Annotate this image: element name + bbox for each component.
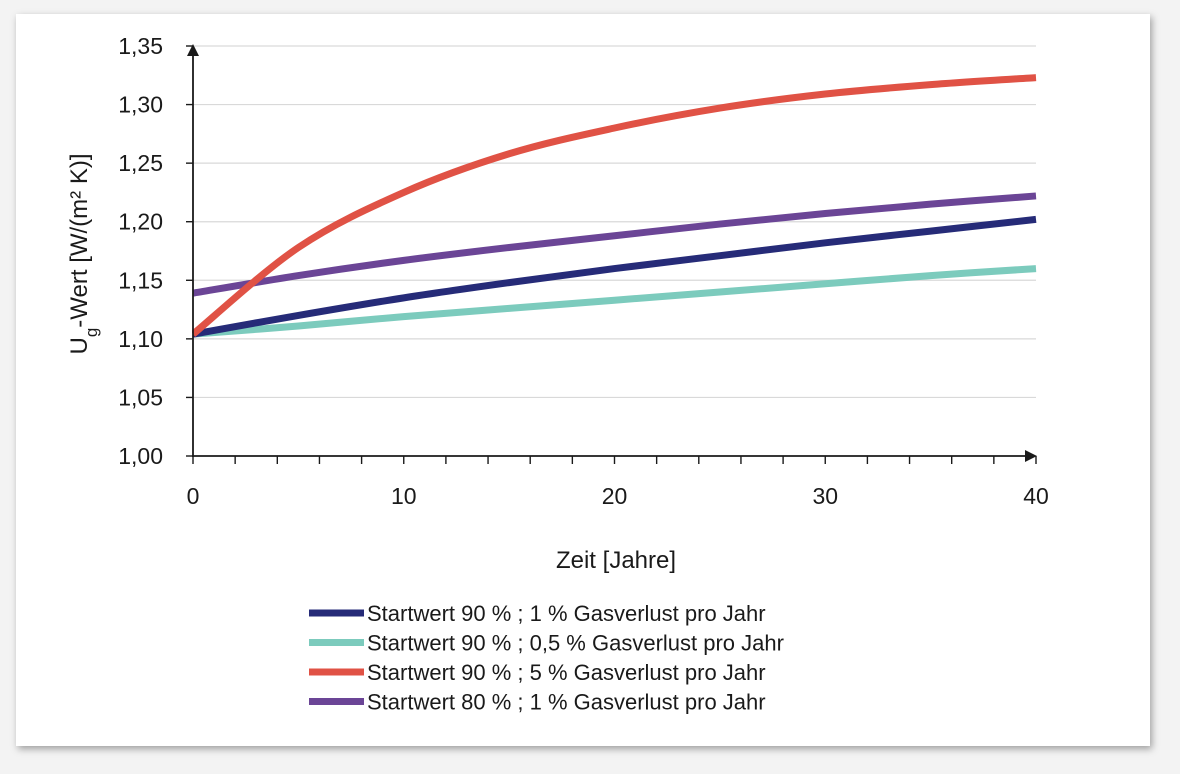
- series-line: [192, 265, 1037, 338]
- gridlines: [193, 45, 1036, 399]
- legend-label: Startwert 80 % ; 1 % Gasverlust pro Jahr: [367, 690, 766, 715]
- x-tick-label: 0: [187, 483, 200, 509]
- y-tick-label: 1,10: [118, 326, 163, 352]
- chart-card: 1,00 1,05 1,10 1,15 1,20 1,25 1,30 1,35 0 10 20 30 4…: [16, 14, 1150, 746]
- y-axis-title-subscript: g: [82, 328, 101, 337]
- x-axis-title: Zeit [Jahre]: [556, 547, 676, 574]
- x-tick-label: 40: [1023, 483, 1049, 509]
- y-axis-arrow: [187, 44, 199, 56]
- line-chart: 1,00 1,05 1,10 1,15 1,20 1,25 1,30 1,35 0 10 20 30 4…: [66, 33, 1049, 715]
- y-tick-label: 1,25: [118, 150, 163, 176]
- series-lines: [192, 74, 1037, 338]
- y-tick-label: 1,05: [118, 384, 163, 410]
- y-tick-label: 1,30: [118, 92, 163, 118]
- y-tick-label: 1,35: [118, 33, 163, 59]
- y-tick-label: 1,00: [118, 443, 163, 469]
- legend: Startwert 90 % ; 1 % Gasverlust pro Jahr…: [309, 601, 784, 715]
- x-tick-label: 20: [602, 483, 628, 509]
- y-axis-title-main: U: [66, 337, 93, 354]
- x-axis-arrow: [1025, 450, 1037, 462]
- series-line: [192, 74, 1037, 337]
- y-axis-title: Ug-Wert [W/(m² K)]: [66, 154, 101, 355]
- x-tick-label: 30: [812, 483, 838, 509]
- x-tick-label: 10: [391, 483, 417, 509]
- legend-label: Startwert 90 % ; 1 % Gasverlust pro Jahr: [367, 601, 766, 626]
- series-line: [192, 215, 1037, 338]
- axes: [186, 44, 1037, 464]
- axis-labels: 1,00 1,05 1,10 1,15 1,20 1,25 1,30 1,35 0 10 20 30 4…: [118, 33, 1049, 509]
- legend-label: Startwert 90 % ; 5 % Gasverlust pro Jahr: [367, 660, 766, 685]
- series-line: [192, 192, 1037, 297]
- legend-label: Startwert 90 % ; 0,5 % Gasverlust pro Ja…: [367, 631, 784, 656]
- y-tick-label: 1,15: [118, 267, 163, 293]
- y-axis-title-rest: -Wert [W/(m² K)]: [66, 154, 93, 328]
- y-tick-label: 1,20: [118, 209, 163, 235]
